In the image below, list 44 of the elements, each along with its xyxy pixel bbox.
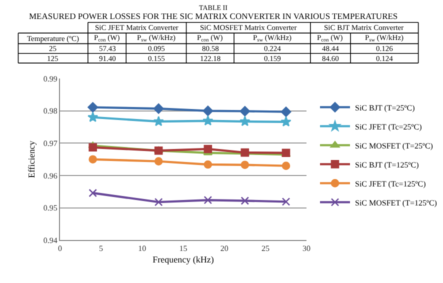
x-tick-label: 15 [179, 244, 188, 253]
point [202, 115, 214, 126]
text: MEASURED POWER LOSSES FOR THE SIC MATRIX CONVERTER IN VARIOUS TEMPERATURES [29, 11, 398, 21]
point [153, 116, 164, 126]
y-axis-title: Efficiency [26, 140, 37, 178]
point [88, 102, 98, 113]
point [240, 160, 250, 170]
point [202, 106, 214, 116]
point [153, 103, 164, 114]
point [240, 106, 250, 116]
legend-label: SiC MOSFET (T=25ºC) [355, 141, 434, 150]
y-tick-label: 0.96 [43, 171, 58, 180]
x-tick-label: 25 [261, 244, 270, 253]
x-tick-label: 0 [58, 244, 62, 253]
point [154, 157, 163, 166]
point [204, 160, 212, 169]
point [240, 196, 250, 205]
point [88, 188, 97, 198]
legend-label: SiC MOSFET (T=125ºC) [355, 198, 438, 208]
x-tick-label: 10 [138, 244, 146, 253]
point [88, 112, 98, 122]
y-tick-label: 0.98 [43, 106, 58, 116]
point [204, 144, 212, 154]
x-tick-label: 20 [220, 244, 228, 253]
legend-label: SiC JFET (Tc=25ºC) [355, 122, 422, 132]
legend-label: SiC BJT (T=125ºC) [355, 160, 420, 170]
legend-label: SiC JFET (Tc=125ºC) [355, 179, 426, 188]
y-tick-label: 0.97 [43, 138, 58, 148]
x-tick-label: 30 [302, 244, 311, 253]
point [88, 155, 97, 164]
y-tick-label: 0.99 [43, 74, 58, 84]
x-axis-title: Frequency (kHz) [152, 254, 214, 265]
y-tick-label: 0.94 [43, 236, 58, 245]
y-tick-label: 0.95 [43, 204, 58, 213]
point [154, 198, 163, 206]
point [280, 106, 292, 118]
point [282, 162, 290, 170]
point [204, 196, 212, 204]
point [88, 143, 97, 152]
point [280, 116, 292, 126]
point [282, 198, 290, 206]
x-tick-label: 5 [99, 244, 104, 253]
legend-label: SiC BJT (T=25ºC) [355, 103, 416, 112]
point [240, 116, 250, 126]
